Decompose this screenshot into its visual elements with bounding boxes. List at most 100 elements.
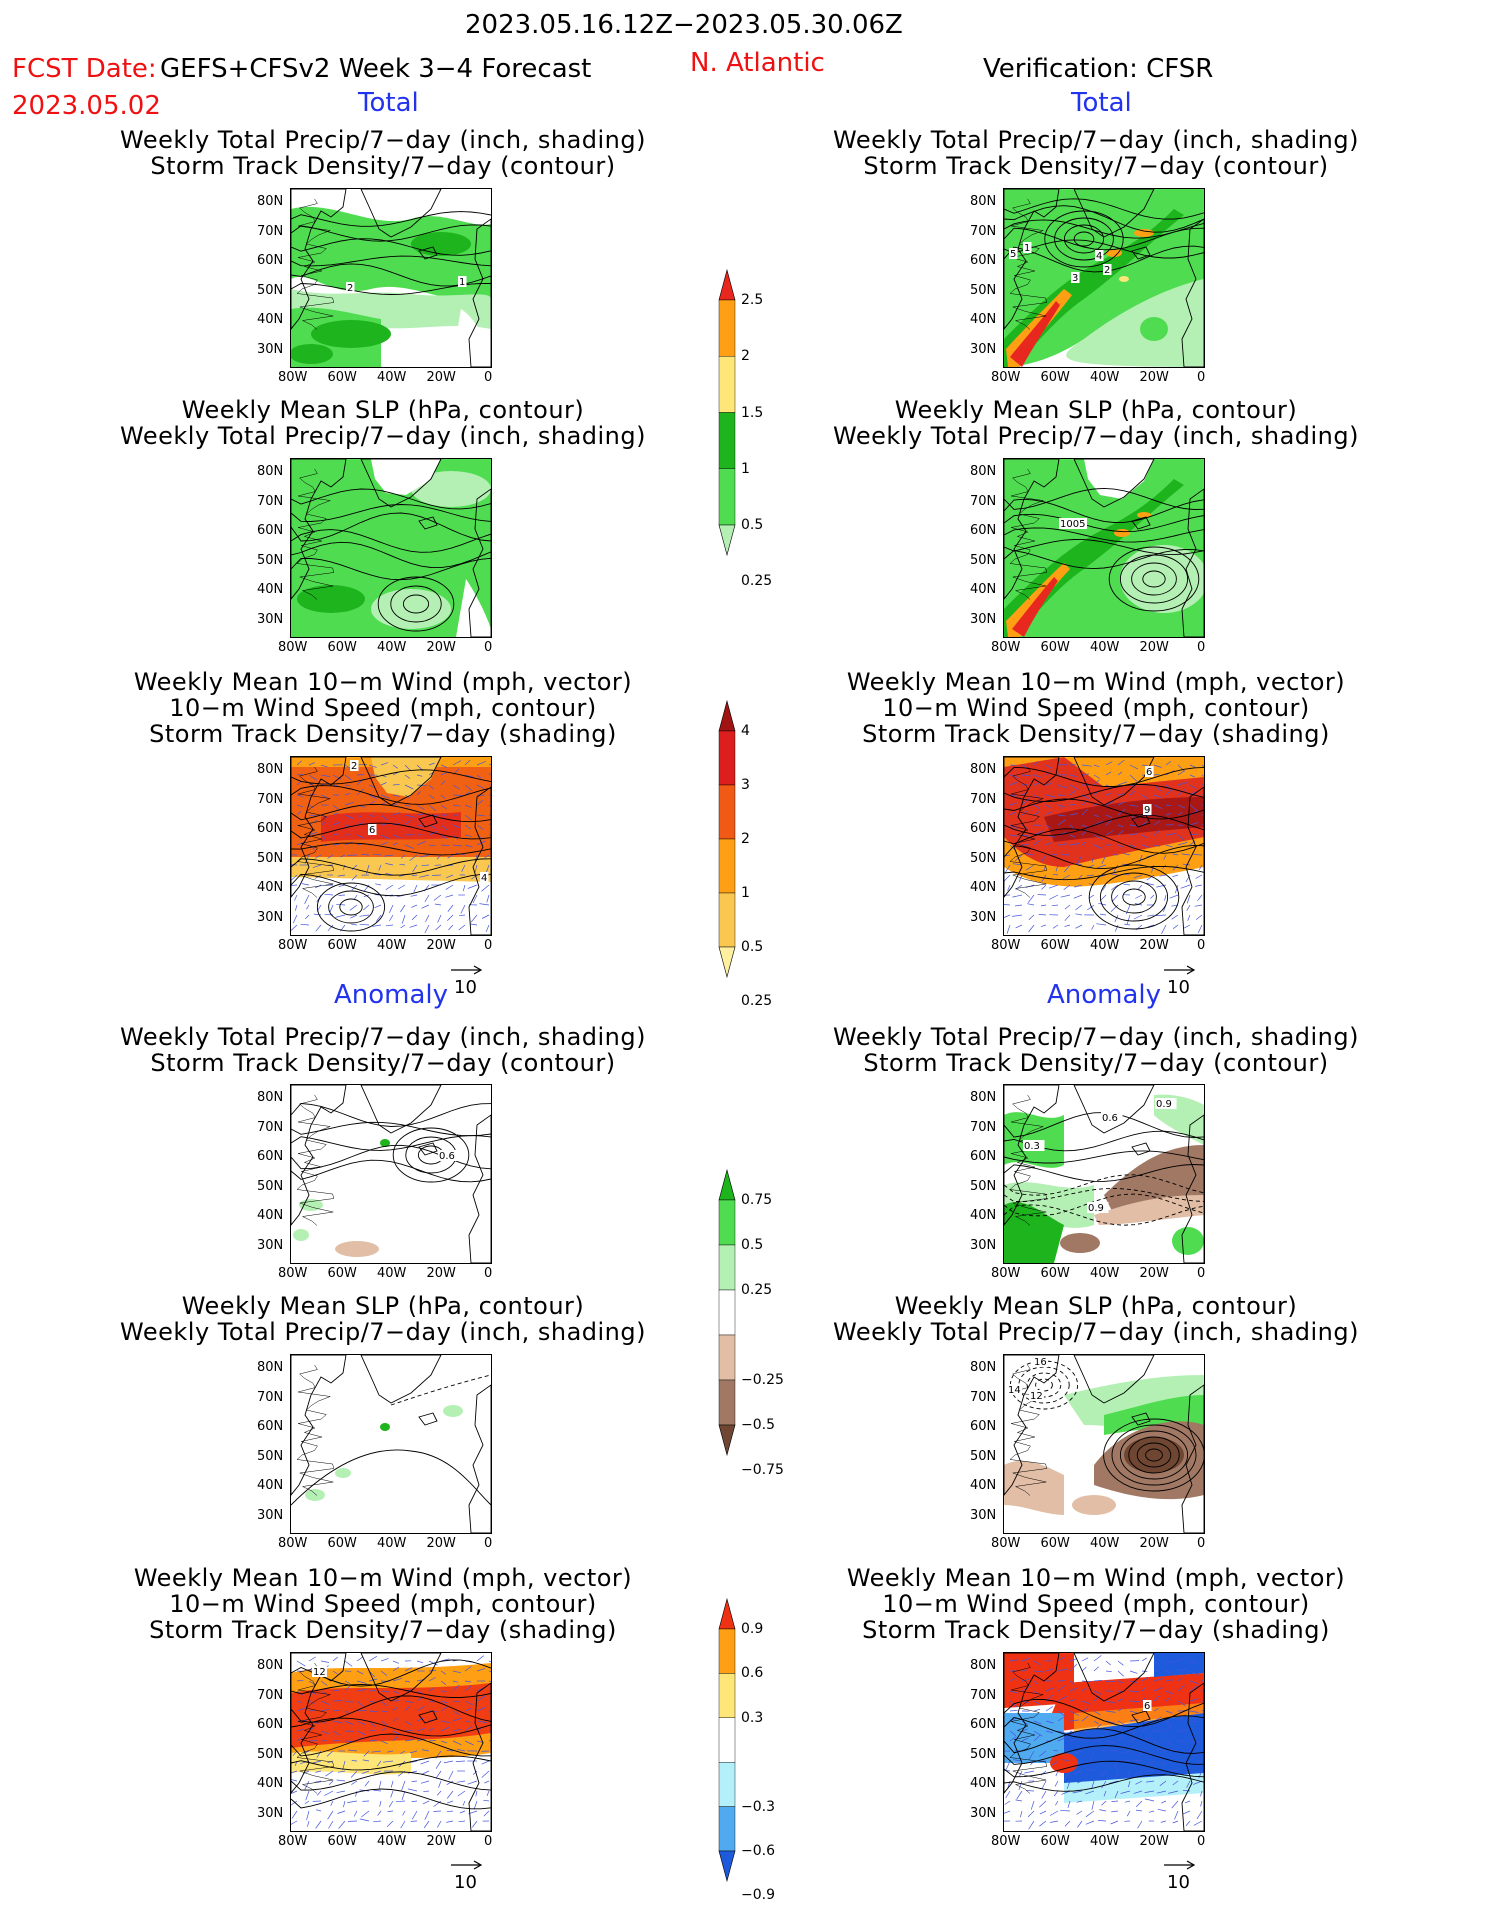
svg-text:9: 9 [1144,805,1150,816]
title-fa3-line1: Weekly Mean 10−m Wind (mph, vector) [133,1564,633,1592]
lon-tick-label: 20W [1139,1266,1169,1281]
title-va1-line1: Weekly Total Precip/7−day (inch, shading… [833,1023,1359,1051]
lat-tick-label: 40N [257,1208,284,1223]
lon-tick-label: 20W [426,640,456,655]
lat-tick-label: 40N [970,312,997,327]
lon-tick-label: 40W [377,370,407,385]
lon-tick-label: 60W [327,640,357,655]
colorbar-tick-label: 0.5 [741,1237,764,1253]
colorbar-tick-label: 0.9 [741,1621,764,1637]
title-fa3-line3: Storm Track Density/7−day (shading) [149,1616,617,1644]
vector-ref-label: 10 [454,977,477,998]
lon-tick-label: 0 [484,1834,493,1849]
svg-text:4: 4 [1096,251,1102,262]
lat-tick-label: 80N [970,1360,997,1375]
lat-tick-label: 60N [257,821,284,836]
colorbar-tick-label: −0.5 [741,1417,775,1433]
lat-tick-label: 40N [970,1776,997,1791]
lat-tick-label: 60N [257,523,284,538]
svg-text:6: 6 [1144,1701,1150,1712]
lon-tick-label: 80W [278,640,308,655]
svg-text:4: 4 [481,873,487,884]
lon-tick-label: 0 [484,640,493,655]
lat-tick-label: 30N [257,611,284,627]
svg-text:1: 1 [1024,243,1030,254]
lat-tick-label: 60N [970,1419,997,1434]
svg-text:0.9: 0.9 [1156,1099,1172,1110]
vector-ref-arrow-icon [451,1860,483,1870]
lat-tick-label: 70N [257,223,284,239]
title-va3-line3: Storm Track Density/7−day (shading) [862,1616,1330,1644]
lat-tick-label: 50N [257,1448,284,1464]
lat-tick-label: 60N [970,1717,997,1732]
title-va3-line1: Weekly Mean 10−m Wind (mph, vector) [846,1564,1346,1592]
lat-tick-label: 50N [970,1746,997,1762]
lat-tick-label: 30N [257,1237,284,1253]
map-forecast-anom-slp-precip [290,1354,492,1534]
svg-text:6: 6 [369,825,375,836]
vector-ref-forecast-anom: 10 [450,1855,484,1893]
lat-tick-label: 60N [257,253,284,268]
lon-tick-label: 0 [484,370,493,385]
lat-tick-label: 80N [970,464,997,479]
lon-tick-label: 20W [1139,1834,1169,1849]
svg-text:0.3: 0.3 [1024,1141,1040,1152]
colorbar-tick-label: 1 [741,885,750,901]
lat-tick-label: 30N [970,611,997,627]
title-fa2-line2: Weekly Total Precip/7−day (inch, shading… [120,1318,646,1346]
lat-tick-label: 60N [970,1149,997,1164]
title-va2-line1: Weekly Mean SLP (hPa, contour) [894,1292,1298,1320]
lon-tick-label: 40W [1090,640,1120,655]
lon-tick-label: 0 [484,1266,493,1281]
section-total-right: Total [1071,88,1132,118]
lat-tick-label: 40N [257,1478,284,1493]
lat-tick-label: 50N [257,850,284,866]
lon-tick-label: 80W [991,1834,1021,1849]
lat-tick-label: 60N [970,253,997,268]
lat-tick-label: 70N [257,1389,284,1405]
lon-tick-label: 40W [1090,1536,1120,1551]
fcst-date-label: FCST Date: [12,54,157,84]
vector-ref-arrow-icon [1164,1860,1196,1870]
lon-tick-label: 20W [1139,640,1169,655]
colorbar-tick-label: 4 [741,723,750,739]
lon-tick-label: 40W [1090,1266,1120,1281]
map-forecast-anom-precip-storm: 0.6 [290,1084,492,1264]
colorbar-tick-label: 2 [741,831,750,847]
colorbar-tick-label: −0.3 [741,1798,775,1815]
lat-tick-label: 40N [970,1478,997,1493]
lon-tick-label: 60W [1040,938,1070,953]
title-fp1-line1: Weekly Total Precip/7−day (inch, shading… [120,126,646,154]
lon-tick-label: 60W [327,1834,357,1849]
svg-text:14: 14 [1008,1385,1021,1396]
colorbar-tick-label: 1.5 [741,404,764,421]
lon-tick-label: 60W [327,1266,357,1281]
title-vp1-line2: Storm Track Density/7−day (contour) [863,152,1329,180]
lat-tick-label: 40N [970,582,997,597]
lat-tick-label: 50N [970,552,997,568]
colorbar-tick-label: −0.25 [741,1372,784,1388]
lon-tick-label: 60W [1040,640,1070,655]
section-anomaly-right: Anomaly [1047,980,1162,1010]
colorbar-tick-label: 0.75 [741,1192,773,1208]
lat-tick-label: 60N [970,523,997,538]
lat-tick-label: 60N [970,821,997,836]
svg-text:2: 2 [347,283,353,294]
svg-text:1: 1 [459,277,465,288]
colorbar-precip-total [718,268,736,557]
vector-ref-arrow-icon [451,965,483,975]
lon-tick-label: 20W [426,1536,456,1551]
lat-tick-label: 80N [970,1658,997,1673]
lat-tick-label: 70N [257,1119,284,1135]
colorbar-tick-label: 2 [741,348,750,365]
lat-tick-label: 30N [970,1805,997,1821]
lon-tick-label: 20W [426,1834,456,1849]
lon-tick-label: 40W [377,1834,407,1849]
lon-tick-label: 20W [426,370,456,385]
lat-tick-label: 40N [970,1208,997,1223]
map-verif-total-slp-precip: 1005 [1003,458,1205,638]
title-vp3-line2: 10−m Wind Speed (mph, contour) [882,694,1310,722]
lon-tick-label: 20W [1139,1536,1169,1551]
colorbar-tick-label: 0.5 [741,939,764,955]
